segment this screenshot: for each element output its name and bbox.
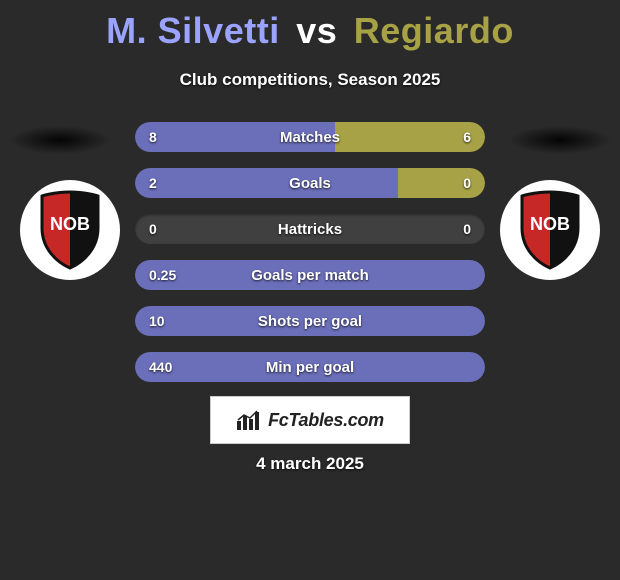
player1-name: M. Silvetti [106,10,280,51]
stat-bar: 00Hattricks [135,214,485,244]
date-text: 4 march 2025 [0,454,620,474]
stat-bar: 440Min per goal [135,352,485,382]
comparison-title: M. Silvetti vs Regiardo [0,0,620,52]
shadow-left [10,126,110,154]
stat-label: Min per goal [135,352,485,382]
bars-icon [236,409,262,431]
svg-text:NOB: NOB [50,214,90,234]
stat-label: Matches [135,122,485,152]
team-badge-right: NOB [500,180,600,280]
shield-icon: NOB [34,190,106,270]
stat-bar: 10Shots per goal [135,306,485,336]
stat-bar: 0.25Goals per match [135,260,485,290]
stat-label: Goals [135,168,485,198]
stat-label: Shots per goal [135,306,485,336]
player2-name: Regiardo [354,10,514,51]
subtitle: Club competitions, Season 2025 [0,70,620,90]
svg-text:NOB: NOB [530,214,570,234]
team-badge-left: NOB [20,180,120,280]
stat-label: Hattricks [135,214,485,244]
shield-icon: NOB [514,190,586,270]
shadow-right [510,126,610,154]
stat-label: Goals per match [135,260,485,290]
footer-logo: FcTables.com [210,396,410,444]
stat-bar: 86Matches [135,122,485,152]
stat-bar: 20Goals [135,168,485,198]
site-name: FcTables.com [268,410,384,431]
vs-text: vs [296,10,337,51]
stat-bars: 86Matches 20Goals 00Hattricks 0.25Goals per… [135,122,485,398]
